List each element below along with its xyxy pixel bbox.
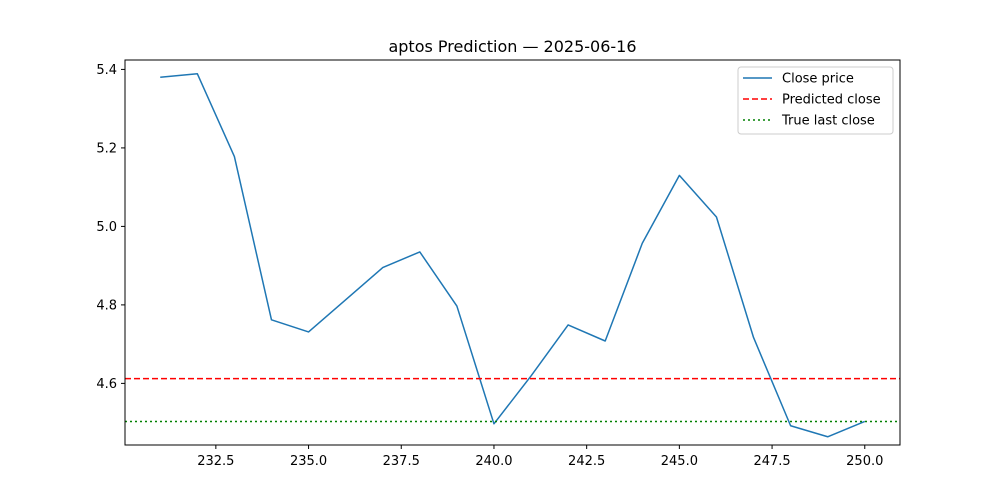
plot-area — [125, 72, 900, 438]
series-line-0 — [160, 72, 866, 438]
y-tick-label: 5.2 — [96, 141, 117, 156]
x-tick-label: 242.5 — [568, 454, 605, 469]
y-tick-label: 4.6 — [96, 377, 117, 392]
x-tick-label: 240.0 — [475, 454, 512, 469]
x-axis: 232.5 235.0 237.5 240.0 242.5 245.0 247.5 250.0 — [197, 445, 883, 469]
x-tick-label: 237.5 — [383, 454, 420, 469]
x-tick-label: 250.0 — [846, 454, 883, 469]
legend-label-0: Close price — [782, 72, 854, 87]
legend-label-1: Predicted close — [782, 93, 881, 108]
x-tick-label: 245.0 — [661, 454, 698, 469]
x-tick-label: 232.5 — [197, 454, 234, 469]
y-tick-label: 5.4 — [96, 63, 117, 78]
x-tick-label: 235.0 — [290, 454, 327, 469]
legend: Close price Predicted close True last clos… — [737, 66, 894, 135]
y-axis: 4.6 4.8 5.0 5.2 5.4 — [96, 63, 125, 392]
plot-frame — [124, 59, 901, 446]
legend-box — [737, 66, 894, 135]
chart-title: aptos Prediction — 2025-06-16 — [388, 37, 636, 56]
y-tick-label: 4.8 — [96, 298, 117, 313]
legend-label-2: True last close — [781, 114, 875, 129]
x-tick-label: 247.5 — [753, 454, 790, 469]
y-tick-label: 5.0 — [96, 220, 117, 235]
